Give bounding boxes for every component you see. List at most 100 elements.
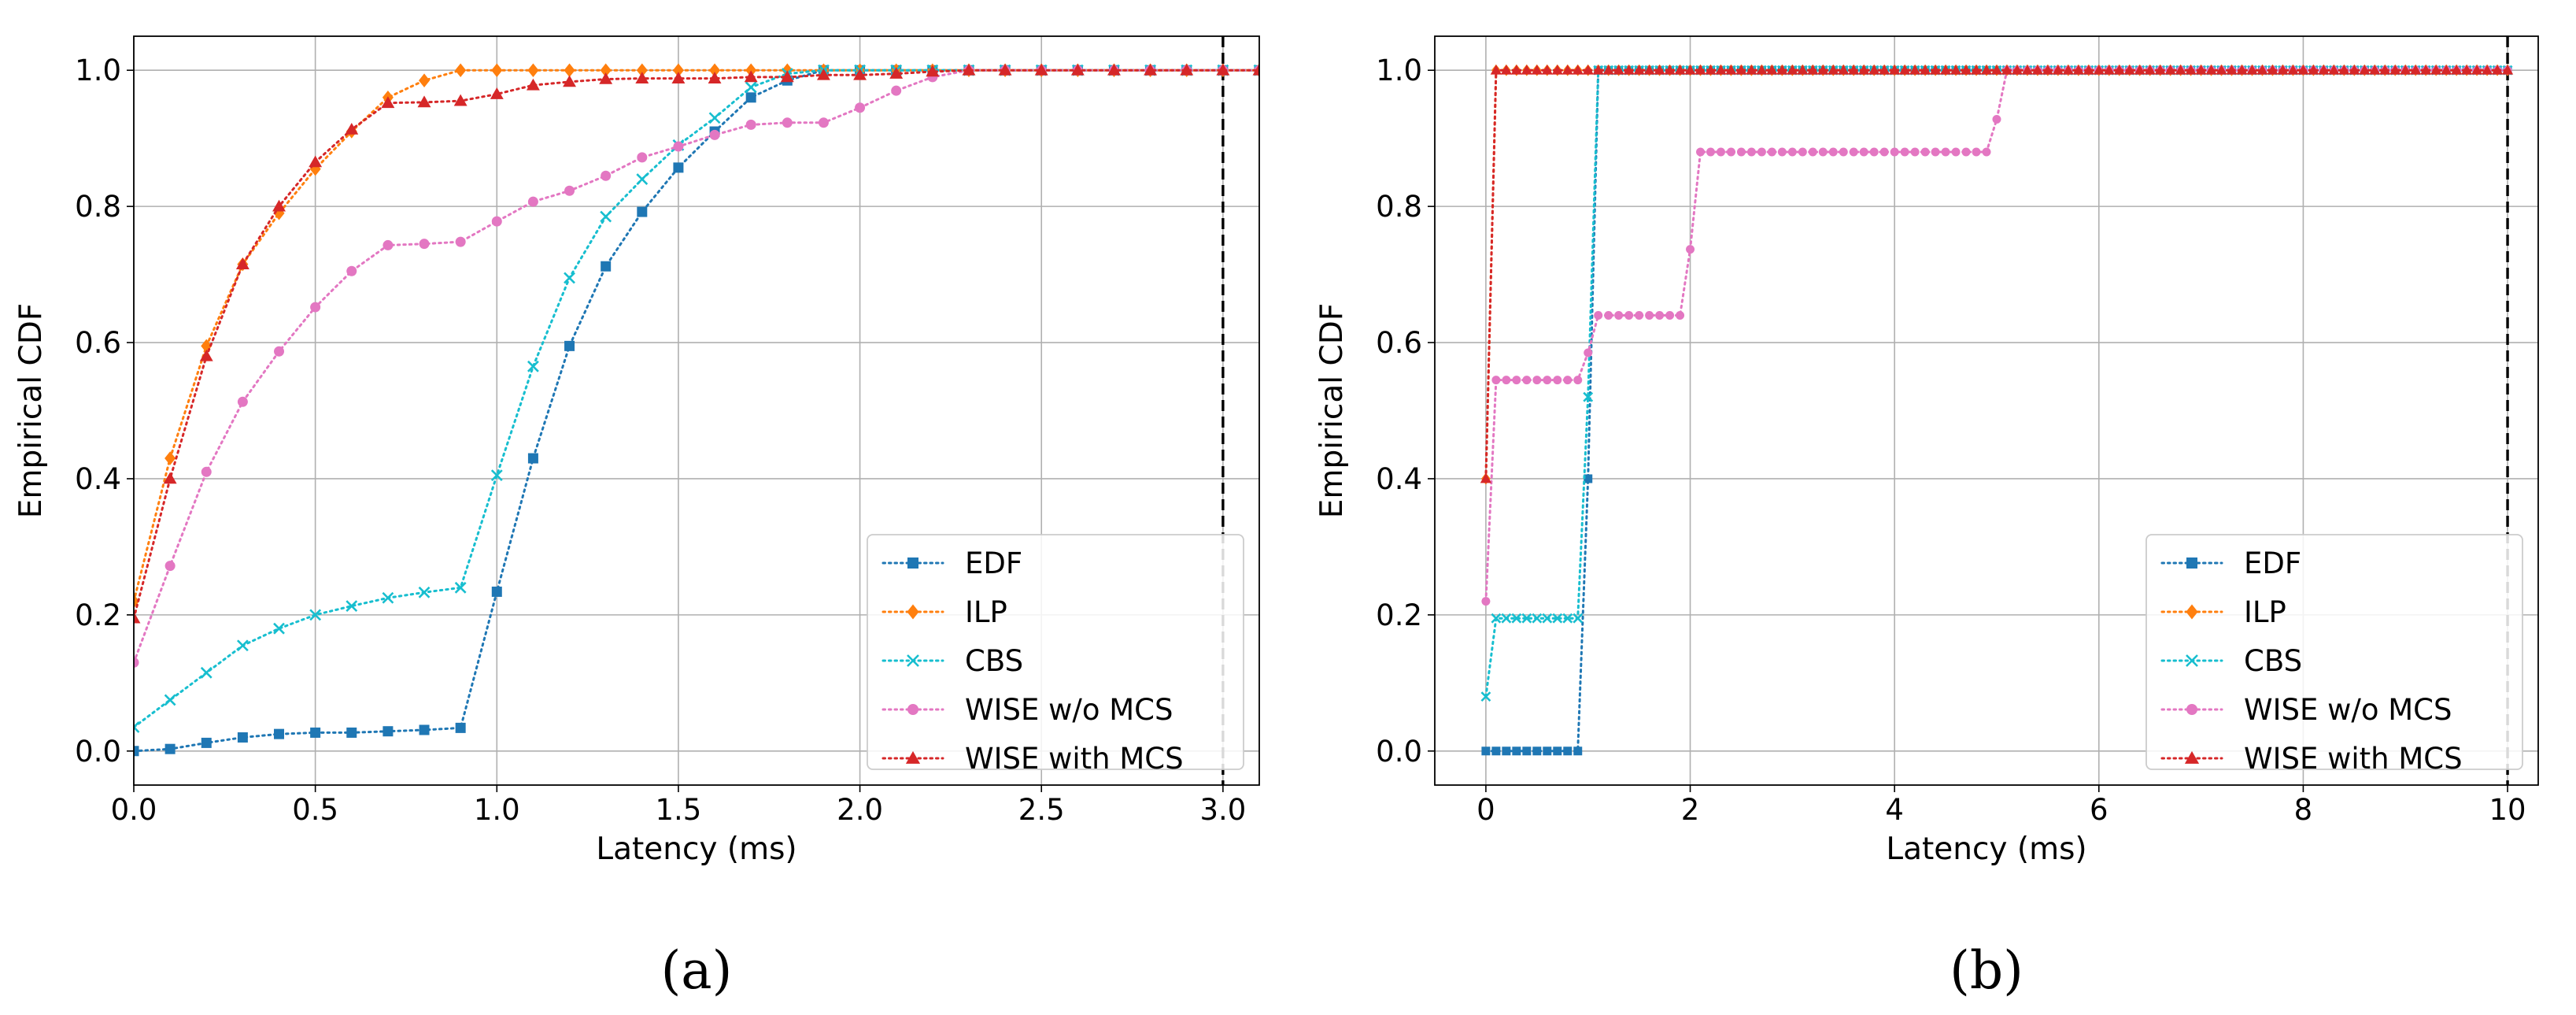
panel-b-series-wise-with-mcs-point (1746, 65, 1757, 75)
panel-a-series-edf-point (419, 724, 430, 735)
panel-b-series-wise-w-o-mcs-point (1787, 147, 1797, 157)
panel-a-series-edf-point (383, 726, 394, 737)
panel-b-series-wise-w-o-mcs-point (1604, 310, 1613, 320)
panel-b-series-cbs-point (1501, 613, 1512, 624)
panel-b-series-wise-w-o-mcs-point (1920, 147, 1930, 157)
panel-a-series-ilp-point (455, 63, 467, 78)
panel-a-series-wise-with-mcs-point (235, 257, 249, 269)
panel-a-xtick-label: 2.5 (1018, 793, 1065, 827)
panel-b-ytick-label: 1.0 (1376, 54, 1422, 87)
panel-b-series-wise-with-mcs-point (1838, 65, 1850, 75)
panel-a-series-wise-w-o-mcs-point (346, 265, 357, 276)
panel-b-series-wise-with-mcs-point (1950, 65, 1962, 75)
panel-b-series-wise-w-o-mcs-point (1573, 376, 1583, 385)
panel-a-series-cbs-point (600, 210, 612, 223)
panel-b-series-wise-with-mcs-point (1980, 65, 1993, 75)
panel-a-series-ilp-point (745, 63, 757, 78)
panel-a-series-cbs-point (273, 622, 285, 635)
panel-a-ytick-label: 0.2 (75, 598, 121, 632)
panel-a-series-ilp-point (600, 63, 612, 78)
panel-b-legend-cbs-label: CBS (2244, 644, 2302, 678)
panel-b-series-wise-with-mcs-point (2195, 65, 2207, 75)
panel-b-series-cbs-point (1573, 613, 1584, 624)
panel-a-ytick-label: 0.6 (75, 326, 121, 360)
panel-b-legend-box (2145, 534, 2523, 770)
panel-b-series-wise-with-mcs-point (2256, 65, 2268, 75)
panel-b-series-edf-point (1543, 746, 1552, 756)
panel-b-series-wise-w-o-mcs-point (1665, 310, 1675, 320)
panel-a-series-cbs-point (164, 694, 176, 706)
panel-b-series-wise-with-mcs-point (2338, 65, 2350, 75)
panel-b-series-wise-with-mcs-point (1919, 65, 1931, 75)
panel-b-legend: EDF ILP CBS WISE w/o MCS WISE with MCS (2145, 534, 2523, 776)
panel-a-series-wise-with-mcs-point (490, 87, 504, 99)
panel-a-series-wise-with-mcs-point (381, 96, 395, 109)
panel-b-series-wise-with-mcs-point (1643, 65, 1655, 75)
panel-a-series-ilp-point (419, 73, 431, 87)
panel-a-series-wise-with-mcs-point (1144, 63, 1158, 76)
panel-a-series-wise-with-mcs-point (998, 63, 1012, 76)
panel-b-series-edf-point (1532, 746, 1542, 756)
panel-b-series-wise-with-mcs-point (1858, 65, 1870, 75)
panel-b-series-wise-with-mcs-point (1756, 65, 1768, 75)
panel-b-series-wise-with-mcs-point (1674, 65, 1686, 75)
panel-a-legend-edf-label: EDF (965, 546, 1022, 580)
panel-b-series-wise-with-mcs-point (1695, 65, 1706, 75)
panel-a-series-edf-point (201, 737, 212, 748)
panel-b-series-wise-with-mcs-point (2236, 65, 2248, 75)
panel-b-legend-edf-marker (2186, 558, 2197, 569)
panel-a-series-wise-with-mcs-point (1034, 63, 1048, 76)
panel-b-series-wise-w-o-mcs-point (1982, 147, 1991, 157)
panel-b-series-wise-with-mcs-point (2103, 65, 2115, 75)
panel-b-series-wise-w-o-mcs-point (1757, 147, 1766, 157)
panel-b-series-wise-w-o-mcs-point (1992, 114, 2001, 124)
panel-a-caption-label: (a) (661, 940, 733, 1001)
chart-panel-a: 0.0 0.5 1.0 1.5 2.0 2.5 3.0 0.0 0.2 0.4 0.6 0.8 1.0 L… (13, 35, 1260, 1001)
panel-a-series-cbs-point (418, 586, 431, 598)
panel-a-series-wise-w-o-mcs-point (818, 117, 829, 128)
panel-b-series-wise-with-mcs-point (1970, 65, 1983, 75)
panel-a-ylabel: Empirical CDF (13, 303, 49, 518)
panel-a-series-cbs-point (454, 581, 467, 594)
panel-b-ytick-label: 0.4 (1376, 462, 1422, 496)
panel-b-series-cbs-point (1532, 613, 1543, 624)
panel-a-series-cbs-point (346, 600, 358, 613)
panel-b-ytick-label: 0.6 (1376, 326, 1422, 360)
panel-b-series-wise-with-mcs-point (1561, 65, 1573, 75)
panel-b-series-wise-w-o-mcs-point (1849, 147, 1858, 157)
panel-a-axes-frame (133, 35, 1260, 786)
panel-a-series-wise-w-o-mcs-point (637, 152, 648, 163)
panel-b-series-wise-with-mcs-point (1766, 65, 1778, 75)
panel-b-series-cbs-point (1583, 391, 1594, 402)
panel-a-series-wise-w-o-mcs-point (527, 196, 538, 207)
panel-a-legend-edf-marker (907, 558, 918, 569)
panel-b-series-wise-w-o-mcs-point (1512, 376, 1521, 385)
panel-a-ytick-label: 1.0 (75, 54, 121, 87)
panel-b-series-wise-w-o-mcs-point (1635, 310, 1644, 320)
panel-b-series-wise-with-mcs-point (1623, 65, 1635, 75)
panel-a-series-wise-with-mcs-point (853, 68, 867, 80)
panel-a-series-wise-with-mcs-point (526, 78, 540, 91)
panel-a-series-wise-with-mcs-point (309, 155, 323, 168)
panel-b-series-wise-w-o-mcs-point (1972, 147, 1981, 157)
panel-b-series-wise-with-mcs-point (1684, 65, 1696, 75)
panel-b-series-wise-with-mcs-point (1817, 65, 1829, 75)
panel-a-series-wise-w-o-mcs-point (134, 657, 139, 668)
panel-b-series-wise-with-mcs-point (2246, 65, 2258, 75)
panel-b-series-cbs-point (1552, 613, 1563, 624)
panel-b-series-wise-w-o-mcs-point (1767, 147, 1776, 157)
panel-b-series-wise-with-mcs-point (1541, 65, 1553, 75)
panel-a-series-wise-with-mcs-point (708, 72, 722, 83)
panel-b-series-wise-with-mcs-point (1531, 65, 1543, 75)
panel-b-xlabel: Latency (ms) (1886, 832, 2086, 867)
panel-b-series-wise-with-mcs-point (2318, 65, 2330, 75)
panel-a-series-wise-with-mcs-point (1107, 63, 1121, 76)
panel-a-series-wise-with-mcs-point (635, 72, 649, 83)
panel-b-series-wise-with-mcs-point (1929, 65, 1942, 75)
panel-a-series-cbs-point (490, 469, 503, 482)
panel-b-series-wise-w-o-mcs-point (1655, 310, 1665, 320)
panel-a-series-wise-w-o-mcs-point (673, 141, 684, 152)
panel-b-legend-wise-with-mcs-label: WISE with MCS (2244, 742, 2463, 776)
panel-b-series-wise-with-mcs-point (2471, 65, 2483, 75)
